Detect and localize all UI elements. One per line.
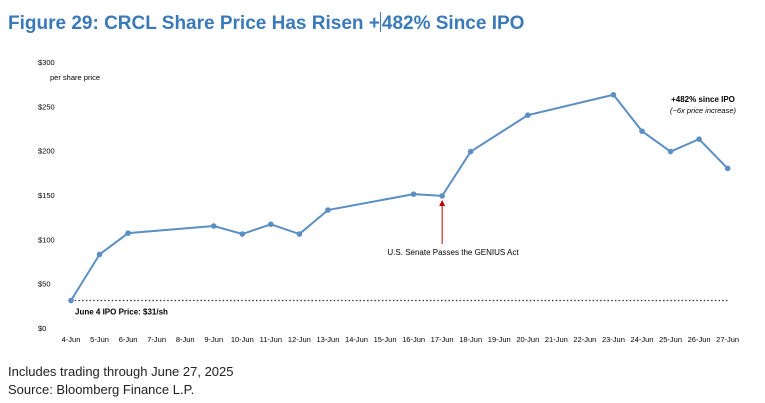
share-price-chart: $0 $50 $100 $150 $200 $250 $300 per share price… [38, 58, 739, 344]
x-tick-label: 12-Jun [288, 335, 311, 344]
x-tick-label: 5-Jun [90, 335, 109, 344]
x-tick-label: 14-Jun [345, 335, 368, 344]
data-point [467, 148, 474, 155]
gain-annotation-label: +482% since IPO [671, 95, 735, 104]
data-point [410, 191, 417, 197]
figure-title-part2: 482% Since IPO [381, 13, 525, 34]
data-point [667, 148, 674, 155]
data-point [268, 221, 274, 228]
x-tick-label: 15-Jun [374, 335, 397, 344]
text-cursor [379, 12, 381, 32]
senate-annotation-label: U.S. Senate Passes the GENIUS Act [387, 248, 519, 257]
x-tick-label: 4-Jun [62, 335, 81, 344]
x-tick-label: 27-Jun [716, 335, 739, 344]
senate-arrow-head [439, 200, 446, 206]
ipo-reference-label: June 4 IPO Price: $31/sh [75, 308, 168, 317]
gain-annotation-sublabel: (~6x price increase) [670, 106, 737, 115]
data-point [96, 251, 103, 258]
x-tick-label: 22-Jun [573, 335, 596, 344]
x-tick-label: 26-Jun [688, 335, 711, 344]
x-tick-label: 24-Jun [631, 335, 654, 344]
x-tick-label: 19-Jun [488, 335, 511, 344]
price-series-line [70, 93, 729, 302]
x-tick-label: 8-Jun [176, 335, 195, 344]
data-point [210, 223, 217, 229]
footnote-source: Source: Bloomberg Finance L.P. [8, 382, 195, 397]
data-point [639, 128, 645, 134]
x-tick-label: 18-Jun [459, 335, 482, 344]
data-point [696, 136, 702, 142]
data-point [125, 230, 131, 236]
y-axis-label: per share price [50, 73, 100, 82]
x-tick-label: 21-Jun [545, 335, 568, 344]
x-tick-label: 17-Jun [431, 335, 454, 344]
y-tick-label: $100 [38, 235, 55, 244]
x-tick-label: 6-Jun [119, 335, 138, 344]
x-tick-label: 7-Jun [147, 335, 166, 344]
x-tick-label: 23-Jun [602, 335, 625, 344]
data-point [325, 207, 331, 213]
data-point [239, 231, 246, 237]
x-tick-label: 11-Jun [260, 335, 282, 344]
data-point [610, 92, 617, 98]
x-tick-label: 16-Jun [402, 335, 425, 344]
y-tick-label: $150 [38, 191, 55, 200]
x-tick-label: 10-Jun [231, 335, 254, 344]
y-tick-label: $250 [38, 102, 55, 111]
y-tick-label: $0 [38, 324, 46, 333]
data-point [68, 297, 74, 304]
y-tick-label: $300 [38, 58, 55, 67]
data-point [525, 112, 531, 118]
y-tick-label: $50 [38, 280, 51, 289]
data-point [724, 165, 731, 172]
x-tick-label: 25-Jun [659, 335, 682, 344]
data-point [439, 193, 445, 199]
figure-title-part1: Figure 29: CRCL Share Price Has Risen + [8, 13, 380, 34]
x-tick-label: 13-Jun [316, 335, 339, 344]
x-tick-label: 9-Jun [204, 335, 223, 344]
figure-title: Figure 29: CRCL Share Price Has Risen +4… [8, 12, 524, 35]
x-tick-label: 20-Jun [516, 335, 539, 344]
y-tick-label: $200 [38, 147, 55, 156]
data-point [296, 231, 303, 237]
footnote-note: Includes trading through June 27, 2025 [8, 364, 234, 379]
